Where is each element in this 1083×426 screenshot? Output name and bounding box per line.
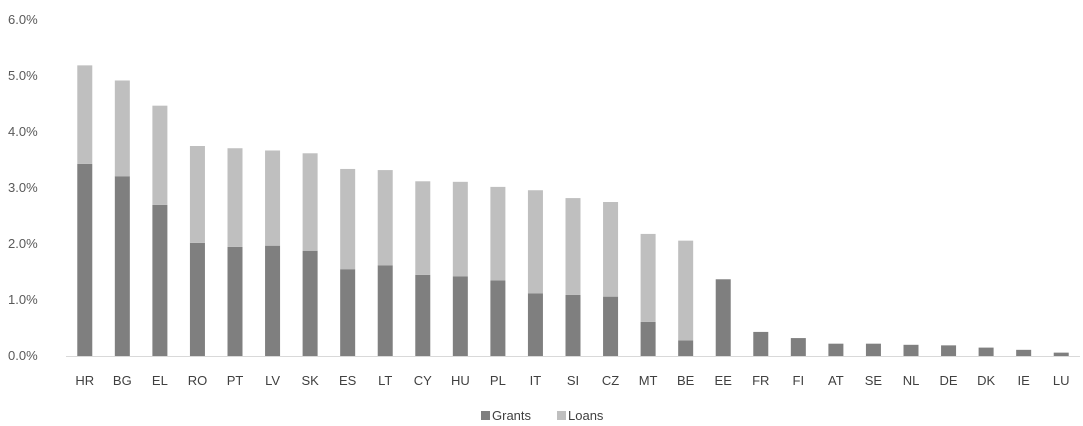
bar-segment-grants-ee: [715, 279, 731, 356]
x-tick-label: BE: [677, 373, 695, 388]
legend-label-grants: Grants: [492, 408, 532, 423]
x-tick-label: IT: [530, 373, 542, 388]
bar-segment-loans-si: [565, 198, 581, 295]
x-tick-label: LT: [378, 373, 392, 388]
legend-label-loans: Loans: [568, 408, 604, 423]
bar-segment-loans-bg: [114, 80, 130, 177]
bar-segment-grants-si: [565, 294, 581, 356]
bar-segment-loans-cy: [415, 181, 431, 275]
bar-segment-grants-cy: [415, 274, 431, 356]
x-tick-label: SE: [865, 373, 883, 388]
bar-segment-loans-lv: [265, 150, 281, 246]
x-tick-label: SK: [301, 373, 319, 388]
bar-segment-grants-ro: [189, 242, 205, 356]
x-tick-label: MT: [639, 373, 658, 388]
bar-segment-grants-dk: [978, 347, 994, 356]
bar-segment-grants-pl: [490, 280, 506, 356]
bar-segment-grants-fr: [753, 331, 769, 356]
legend-swatch-grants: [481, 411, 490, 420]
bar-segment-loans-sk: [302, 153, 318, 251]
y-tick-label: 3.0%: [8, 180, 38, 195]
y-tick-label: 1.0%: [8, 292, 38, 307]
bar-segment-loans-be: [678, 240, 694, 341]
x-tick-label: ES: [339, 373, 357, 388]
x-tick-label: IE: [1018, 373, 1031, 388]
x-tick-label: HR: [75, 373, 94, 388]
x-tick-label: PT: [227, 373, 244, 388]
bar-segment-loans-el: [152, 105, 168, 205]
bar-segment-loans-hr: [77, 65, 93, 164]
bar-segment-grants-fi: [790, 338, 806, 356]
bar-segment-loans-es: [340, 168, 356, 270]
x-tick-label: BG: [113, 373, 132, 388]
x-tick-label: FI: [793, 373, 805, 388]
bar-segment-loans-lt: [377, 170, 393, 266]
y-tick-label: 0.0%: [8, 348, 38, 363]
bar-segment-grants-be: [678, 340, 694, 356]
bar-segment-grants-hu: [452, 276, 468, 356]
x-tick-label: FR: [752, 373, 769, 388]
bar-segment-grants-ie: [1016, 349, 1032, 356]
x-tick-label: CZ: [602, 373, 619, 388]
bar-segment-grants-el: [152, 204, 168, 356]
bar-segment-grants-sk: [302, 250, 318, 356]
y-tick-label: 6.0%: [8, 12, 38, 27]
bar-segment-grants-lu: [1053, 352, 1069, 356]
bar-segment-grants-bg: [114, 176, 130, 356]
x-tick-label: HU: [451, 373, 470, 388]
bar-segment-grants-lv: [265, 245, 281, 356]
x-tick-label: DE: [940, 373, 958, 388]
x-tick-label: RO: [188, 373, 208, 388]
bar-segment-loans-pt: [227, 148, 243, 247]
y-tick-label: 2.0%: [8, 236, 38, 251]
x-axis-categories: HR BG EL RO PT LV SK ES LT CY HU PL IT SI CZ MT BE EE FR FI…: [75, 373, 1069, 388]
y-tick-label: 5.0%: [8, 68, 38, 83]
bars: [77, 65, 1069, 356]
x-tick-label: NL: [903, 373, 920, 388]
bar-segment-loans-cz: [603, 202, 619, 297]
bar-segment-grants-de: [941, 345, 957, 356]
bar-segment-grants-hr: [77, 163, 93, 356]
bar-segment-grants-pt: [227, 246, 243, 356]
x-tick-label: SI: [567, 373, 579, 388]
x-tick-label: LV: [265, 373, 280, 388]
y-tick-label: 4.0%: [8, 124, 38, 139]
bar-segment-grants-cz: [603, 296, 619, 356]
x-tick-label: CY: [414, 373, 432, 388]
bar-segment-grants-it: [527, 293, 543, 356]
bar-segment-grants-lt: [377, 265, 393, 356]
bar-segment-grants-mt: [640, 321, 656, 356]
legend-swatch-loans: [557, 411, 566, 420]
bar-segment-grants-at: [828, 343, 844, 356]
bar-segment-loans-hu: [452, 181, 468, 277]
bar-segment-grants-nl: [903, 344, 919, 356]
bar-segment-loans-ro: [189, 146, 205, 243]
x-tick-label: PL: [490, 373, 506, 388]
y-axis-ticks: 0.0% 1.0% 2.0% 3.0% 4.0% 5.0% 6.0%: [8, 12, 38, 363]
bar-segment-loans-mt: [640, 233, 656, 322]
bar-segment-loans-pl: [490, 186, 506, 281]
x-tick-label: EE: [715, 373, 733, 388]
x-tick-label: LU: [1053, 373, 1070, 388]
x-tick-label: AT: [828, 373, 844, 388]
x-tick-label: DK: [977, 373, 995, 388]
bar-segment-loans-it: [527, 190, 543, 294]
bar-segment-grants-se: [865, 343, 881, 356]
legend: Grants Loans: [481, 408, 604, 423]
bar-segment-grants-es: [340, 269, 356, 356]
x-tick-label: EL: [152, 373, 168, 388]
